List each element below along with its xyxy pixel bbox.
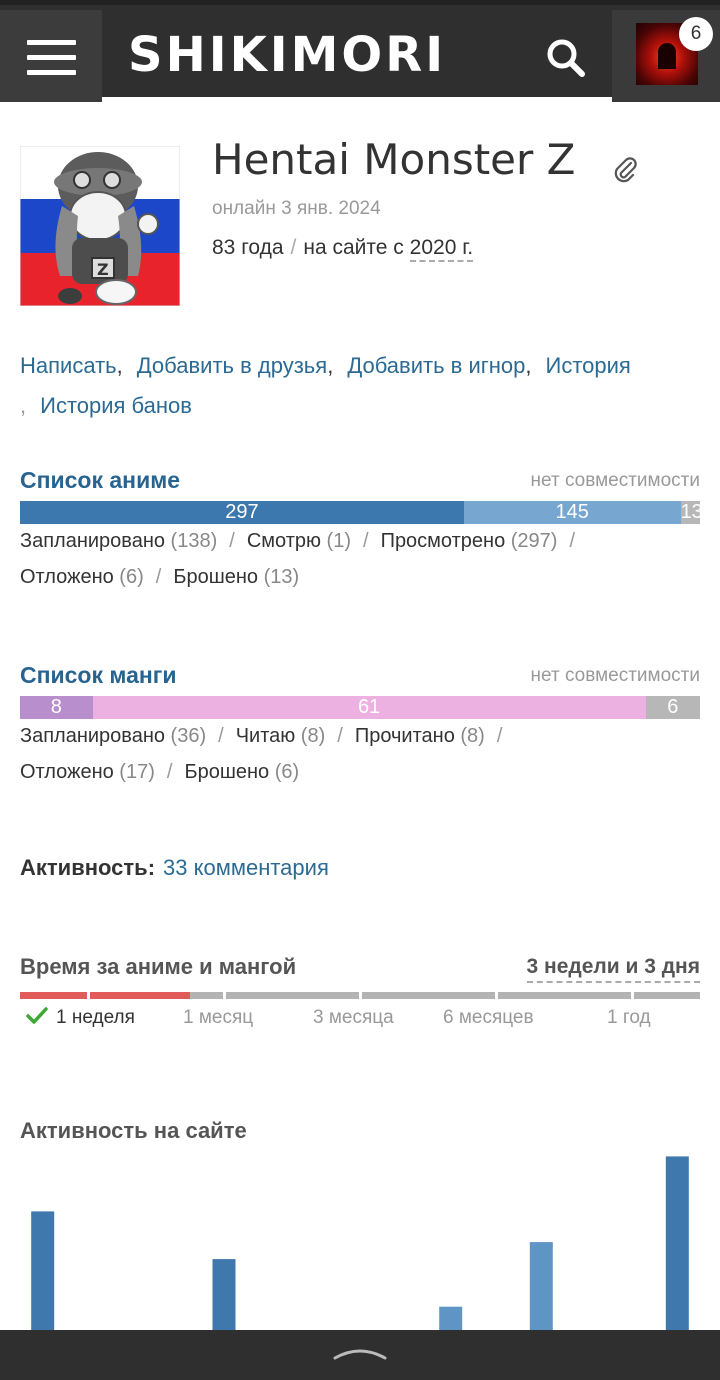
manga-compatibility: нет совместимости — [530, 665, 700, 686]
time-bar-6-months-b — [498, 992, 631, 999]
manga-list-title[interactable]: Список манги — [20, 662, 177, 688]
time-bar-week-2 — [90, 992, 190, 999]
manga-bar-segment[interactable]: 61 — [92, 696, 646, 719]
time-bar-month — [190, 992, 223, 999]
anime-stats: Запланировано (138) / Смотрю (1) / Просмотре… — [20, 530, 576, 588]
time-bar-3-months — [226, 992, 359, 999]
time-bar-6-months-a — [362, 992, 495, 999]
site-logo[interactable]: SHIKIMORI — [128, 27, 447, 83]
time-bar-week-1 — [20, 992, 87, 999]
anime-bar-segment[interactable]: 13 — [680, 501, 700, 524]
time-spent-total[interactable]: 3 недели и 3 дня — [526, 953, 700, 983]
manga-stats: Запланировано (36) / Читаю (8) / Прочитано (… — [20, 725, 503, 783]
history-link[interactable]: История — [545, 353, 631, 378]
profile-meta: 83 года / на сайте с 2020 г. — [212, 234, 474, 262]
profile-age: 83 года — [212, 236, 284, 259]
since-label: на сайте с — [303, 236, 404, 259]
anime-stat-planned[interactable]: Запланировано (138) — [20, 530, 218, 552]
activity-bar[interactable] — [212, 1259, 236, 1330]
svg-text:Z: Z — [97, 260, 109, 279]
period-1-year: 1 год — [607, 1007, 651, 1028]
since-value[interactable]: 2020 г. — [409, 236, 474, 262]
profile-name: Hentai Monster Z — [212, 135, 576, 184]
anime-stat-completed[interactable]: Просмотрено (297) — [380, 530, 558, 552]
manga-stat-on-hold[interactable]: Отложено (17) — [20, 761, 155, 783]
site-activity-title: Активность на сайте — [20, 1118, 247, 1143]
profile-actions: Написать, Добавить в друзья, Добавить в иг… — [20, 353, 631, 418]
activity-label: Активность: — [20, 855, 156, 880]
manga-stat-completed[interactable]: Прочитано (8) — [354, 725, 485, 747]
period-1-week: 1 неделя — [56, 1007, 135, 1028]
manga-stat-reading[interactable]: Читаю (8) — [235, 725, 326, 747]
site-activity-chart — [31, 1156, 689, 1330]
notifications-badge[interactable]: 6 — [679, 17, 713, 51]
profile-avatar: Z — [20, 146, 180, 306]
anime-compatibility: нет совместимости — [530, 470, 700, 491]
paperclip-icon[interactable] — [612, 155, 638, 183]
write-message-link[interactable]: Написать — [20, 353, 117, 378]
time-spent-bar — [20, 992, 700, 999]
search-icon[interactable] — [540, 33, 590, 83]
manga-stat-planned[interactable]: Запланировано (36) — [20, 725, 207, 747]
manga-bar-segment[interactable]: 8 — [20, 696, 93, 719]
anime-bar-segment[interactable]: 145 — [463, 501, 681, 524]
period-3-months: 3 месяца — [313, 1007, 394, 1028]
online-status: онлайн 3 янв. 2024 — [212, 198, 381, 219]
manga-stat-dropped[interactable]: Брошено (6) — [184, 761, 300, 783]
anime-bar-segment[interactable]: 297 — [20, 501, 464, 524]
comments-link[interactable]: 33 комментария — [163, 855, 329, 880]
anime-stat-watching[interactable]: Смотрю (1) — [246, 530, 351, 552]
anime-stat-on-hold[interactable]: Отложено (6) — [20, 566, 144, 588]
activity-bar[interactable] — [529, 1242, 553, 1330]
chevron-up-icon[interactable] — [332, 1342, 388, 1362]
period-6-months: 6 месяцев — [443, 1007, 534, 1028]
activity-bar[interactable] — [31, 1211, 55, 1330]
anime-list-title[interactable]: Список аниме — [20, 467, 181, 493]
time-spent-periods: 1 неделя 1 месяц 3 месяца 6 месяцев 1 го… — [20, 1003, 710, 1033]
activity-summary: Активность: 33 комментария — [20, 852, 329, 884]
bottom-toolbar — [0, 1330, 720, 1380]
ban-history-link[interactable]: История банов — [40, 393, 192, 418]
manga-stats-bar: 8 61 6 — [20, 696, 700, 719]
time-bar-year — [634, 992, 700, 999]
add-friend-link[interactable]: Добавить в друзья — [136, 353, 328, 378]
activity-bar[interactable] — [665, 1156, 689, 1330]
activity-bar[interactable] — [439, 1306, 463, 1330]
menu-button[interactable] — [0, 10, 102, 102]
add-ignore-link[interactable]: Добавить в игнор — [347, 353, 526, 378]
time-spent-title: Время за аниме и мангой — [20, 954, 297, 979]
user-menu-button[interactable]: 6 — [612, 10, 720, 102]
manga-bar-segment[interactable]: 6 — [645, 696, 700, 719]
period-1-month: 1 месяц — [183, 1007, 254, 1028]
anime-stats-bar: 297 145 13 — [20, 501, 700, 524]
anime-stat-dropped[interactable]: Брошено (13) — [173, 566, 300, 588]
check-icon — [26, 1003, 48, 1033]
top-navigation-bar: SHIKIMORI 6 — [0, 0, 720, 102]
